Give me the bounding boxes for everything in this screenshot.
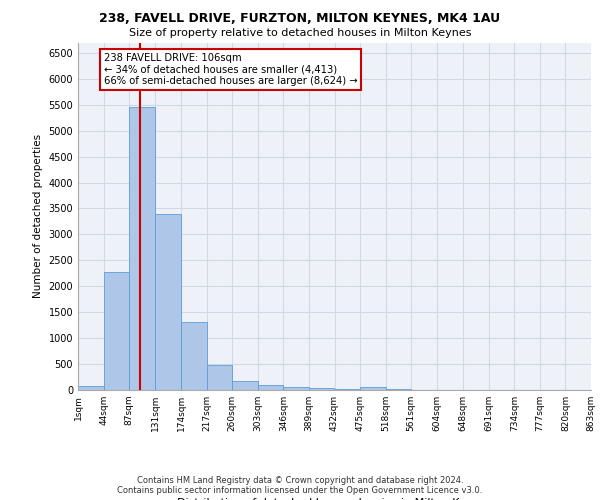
Bar <box>104 272 129 390</box>
Bar <box>335 389 360 390</box>
Bar <box>309 388 335 390</box>
Text: 238 FAVELL DRIVE: 106sqm
← 34% of detached houses are smaller (4,413)
66% of sem: 238 FAVELL DRIVE: 106sqm ← 34% of detach… <box>104 53 357 86</box>
Bar <box>129 108 155 390</box>
Bar <box>360 387 386 390</box>
Text: Contains public sector information licensed under the Open Government Licence v3: Contains public sector information licen… <box>118 486 482 495</box>
Bar <box>78 386 104 390</box>
Bar <box>206 365 232 390</box>
Bar <box>155 214 181 390</box>
X-axis label: Distribution of detached houses by size in Milton Keynes: Distribution of detached houses by size … <box>177 498 492 500</box>
Text: Contains HM Land Registry data © Crown copyright and database right 2024.: Contains HM Land Registry data © Crown c… <box>137 476 463 485</box>
Bar <box>181 322 206 390</box>
Text: 238, FAVELL DRIVE, FURZTON, MILTON KEYNES, MK4 1AU: 238, FAVELL DRIVE, FURZTON, MILTON KEYNE… <box>100 12 500 26</box>
Bar <box>283 387 309 390</box>
Text: Size of property relative to detached houses in Milton Keynes: Size of property relative to detached ho… <box>129 28 471 38</box>
Y-axis label: Number of detached properties: Number of detached properties <box>33 134 43 298</box>
Bar <box>258 385 283 390</box>
Bar <box>232 381 258 390</box>
